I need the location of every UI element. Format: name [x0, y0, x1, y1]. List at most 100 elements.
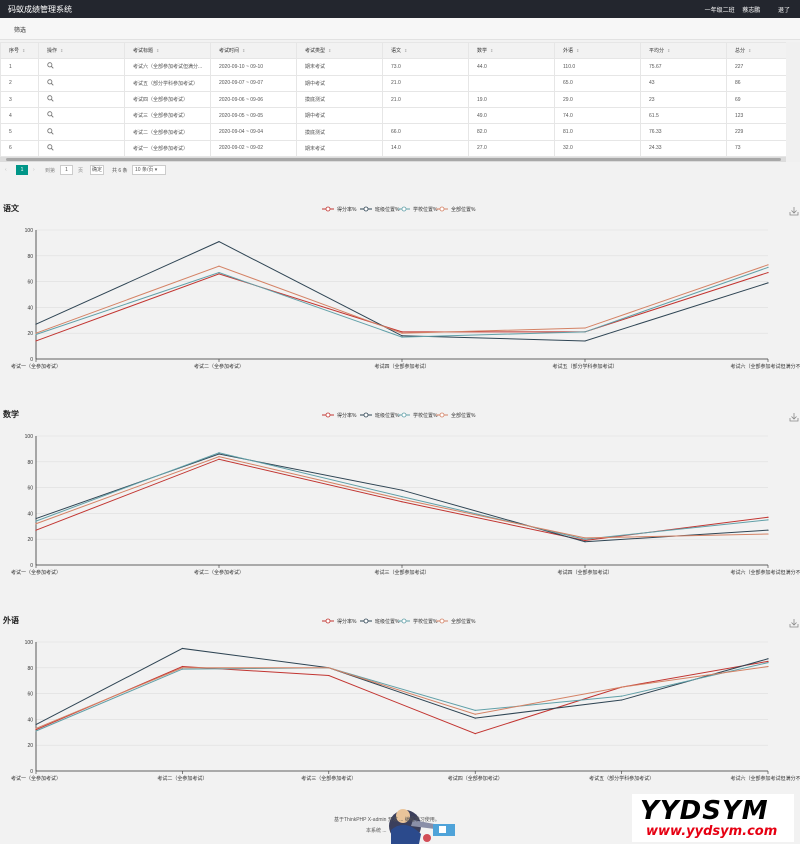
legend-label[interactable]: 全部位置% [451, 206, 476, 213]
table-horizontal-scrollbar[interactable] [0, 157, 786, 162]
legend-marker[interactable] [325, 206, 331, 212]
data-point[interactable] [35, 523, 37, 525]
table-row[interactable]: 1 考试六（全部参加考试但满分... 2020-09-10 ~ 09-10 期末考试 7… [0, 58, 800, 76]
sort-icon[interactable]: ⇕ [667, 48, 671, 54]
table-vertical-scrollbar[interactable] [786, 42, 800, 162]
legend-label[interactable]: 得分率% [337, 412, 357, 419]
data-point[interactable] [767, 271, 769, 274]
data-point[interactable] [35, 520, 37, 522]
data-point[interactable] [584, 541, 586, 543]
sort-icon[interactable]: ⇕ [576, 48, 580, 54]
data-point[interactable] [474, 709, 476, 711]
data-point[interactable] [621, 699, 623, 701]
data-point[interactable] [218, 452, 220, 454]
data-point[interactable] [35, 729, 37, 731]
sort-icon[interactable]: ⇕ [22, 48, 26, 54]
data-point[interactable] [218, 271, 220, 274]
data-point[interactable] [401, 496, 403, 498]
goto-page-input[interactable]: 1 [60, 165, 73, 175]
data-point[interactable] [218, 241, 220, 243]
table-cell[interactable] [38, 58, 125, 76]
data-point[interactable] [218, 458, 220, 460]
column-header[interactable]: 外语 ⇕ [554, 41, 641, 60]
data-point[interactable] [474, 713, 476, 715]
data-point[interactable] [35, 332, 37, 334]
data-point[interactable] [181, 667, 183, 669]
data-point[interactable] [401, 489, 403, 491]
scrollbar-thumb[interactable] [6, 158, 781, 161]
download-icon[interactable] [789, 413, 799, 422]
table-row[interactable]: 4 考试三（全部参加考试） 2020-09-05 ~ 09-05 期中考试 49.0 74… [0, 107, 800, 125]
data-point[interactable] [218, 265, 220, 267]
search-icon[interactable] [47, 111, 54, 118]
legend-label[interactable]: 学校位置% [413, 412, 438, 419]
data-point[interactable] [584, 327, 586, 329]
search-icon[interactable] [47, 127, 54, 135]
data-point[interactable] [767, 533, 769, 535]
legend-marker[interactable] [401, 412, 407, 418]
search-icon[interactable] [47, 144, 54, 151]
data-point[interactable] [767, 264, 769, 266]
data-point[interactable] [767, 519, 769, 521]
sort-icon[interactable]: ⇕ [156, 48, 160, 54]
search-icon[interactable] [47, 62, 54, 70]
column-header[interactable]: 语文 ⇕ [382, 41, 469, 60]
table-cell[interactable] [38, 74, 125, 92]
column-header[interactable]: 平均分 ⇕ [640, 41, 727, 60]
legend-marker[interactable] [439, 206, 445, 212]
data-point[interactable] [35, 529, 37, 531]
data-point[interactable] [401, 331, 403, 333]
data-point[interactable] [401, 335, 403, 337]
legend-marker[interactable] [325, 618, 331, 624]
legend-marker[interactable] [439, 618, 445, 624]
legend-label[interactable]: 学校位置% [413, 618, 438, 625]
legend-label[interactable]: 学校位置% [413, 206, 438, 213]
data-point[interactable] [35, 340, 37, 342]
current-page-button[interactable]: 1 [16, 165, 28, 175]
user-name[interactable]: 蔡志鹏 [742, 8, 761, 14]
column-header[interactable]: 考试标题 ⇕ [124, 41, 211, 60]
data-point[interactable] [35, 517, 37, 520]
legend-marker[interactable] [401, 618, 407, 624]
table-row[interactable]: 6 考试一（全部参加考试） 2020-09-02 ~ 09-02 期末考试 14.0 27… [0, 139, 800, 158]
sort-icon[interactable]: ⇕ [60, 48, 64, 54]
column-header[interactable]: 序号 ⇕ [0, 41, 39, 60]
legend-label[interactable]: 全部位置% [451, 618, 476, 625]
legend-label[interactable]: 班级位置% [375, 206, 400, 213]
table-cell[interactable] [38, 107, 125, 125]
data-point[interactable] [181, 665, 183, 668]
data-point[interactable] [767, 266, 769, 269]
data-point[interactable] [181, 647, 183, 650]
data-point[interactable] [584, 340, 586, 342]
filter-button[interactable]: 筛选 [14, 28, 27, 34]
column-header[interactable]: 考试类型 ⇕ [296, 41, 383, 60]
data-point[interactable] [584, 538, 586, 540]
table-cell[interactable] [38, 123, 125, 141]
data-point[interactable] [401, 332, 403, 334]
table-row[interactable]: 2 考试五（部分学科参加考试） 2020-09-07 ~ 09-07 期中考试 21.0… [0, 74, 800, 92]
next-page-button[interactable]: › [33, 167, 35, 173]
data-point[interactable] [35, 723, 37, 726]
table-cell[interactable] [38, 139, 125, 158]
data-point[interactable] [35, 730, 37, 732]
sort-icon[interactable]: ⇕ [748, 48, 752, 54]
legend-label[interactable]: 全部位置% [451, 412, 476, 419]
legend-label[interactable]: 班级位置% [375, 412, 400, 419]
data-point[interactable] [218, 273, 220, 275]
data-point[interactable] [584, 331, 586, 333]
data-point[interactable] [401, 336, 403, 338]
legend-label[interactable]: 班级位置% [375, 618, 400, 625]
data-point[interactable] [401, 501, 403, 503]
search-icon[interactable] [47, 79, 54, 86]
data-point[interactable] [401, 498, 403, 500]
page-size-select[interactable]: 10 条/页 ▾ [132, 165, 166, 175]
table-cell[interactable] [38, 90, 125, 109]
legend-label[interactable]: 得分率% [337, 206, 357, 213]
download-icon[interactable] [789, 207, 799, 216]
column-header[interactable]: 操作 ⇕ [38, 41, 125, 60]
data-point[interactable] [218, 453, 220, 455]
data-point[interactable] [584, 537, 586, 539]
table-row[interactable]: 3 考试四（全部参加考试） 2020-09-06 ~ 09-06 摸底测试 21.0 19… [0, 90, 800, 109]
data-point[interactable] [767, 658, 769, 660]
data-point[interactable] [474, 717, 476, 719]
